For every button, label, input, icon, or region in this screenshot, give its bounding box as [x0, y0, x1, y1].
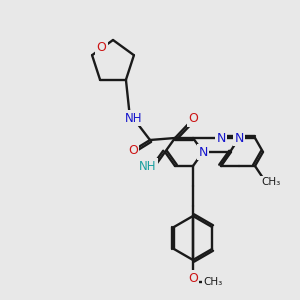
Text: O: O: [128, 145, 138, 158]
Text: O: O: [97, 41, 106, 54]
Text: N: N: [216, 131, 226, 145]
Text: N: N: [234, 131, 244, 145]
Text: NH: NH: [125, 112, 143, 124]
Text: NH: NH: [139, 160, 157, 172]
Text: CH₃: CH₃: [261, 177, 280, 187]
Text: N: N: [198, 146, 208, 158]
Text: CH₃: CH₃: [203, 277, 223, 287]
Text: O: O: [188, 272, 198, 284]
Text: O: O: [188, 112, 198, 125]
